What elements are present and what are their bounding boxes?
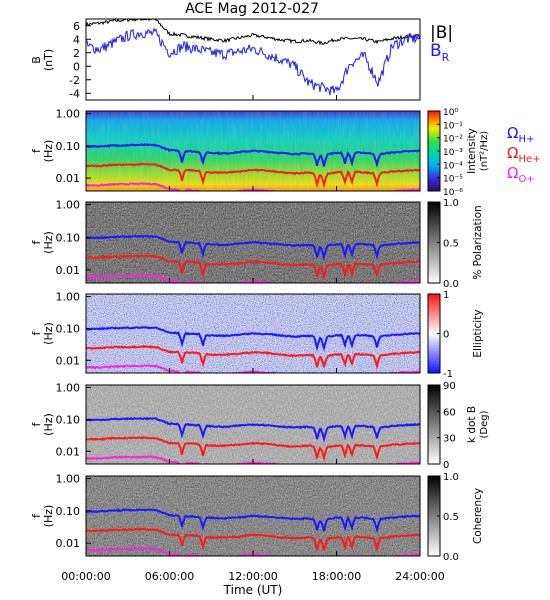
panel-frame [85, 18, 421, 101]
y-axis-label: f [30, 513, 43, 518]
x-tick-label: 06:00:00 [145, 570, 194, 583]
y-axis-label: f [30, 330, 43, 335]
gyrofrequency-line-he [86, 254, 420, 281]
colorbar-tick-label: 0.5 [443, 239, 459, 250]
gyro-label-h: ΩH+ [507, 124, 534, 145]
y-tick-label: 2 [73, 47, 80, 60]
colorbar-label: Ellipticity [472, 309, 484, 357]
y-axis-unit: (Hz) [42, 322, 55, 345]
y-axis-label: f [30, 239, 43, 244]
series-b-total-line [86, 19, 420, 46]
colorbar-tick-label: 10⁰ [443, 108, 458, 118]
colorbar-label: Intensity [466, 128, 478, 174]
gyrofrequency-line-he [86, 344, 420, 371]
y-tick-label: 1.00 [56, 199, 81, 212]
gyrofrequency-line-h [86, 325, 420, 352]
panel-k-dot-b: 1.00 0.10 0.01 f (Hz) 90 60 30 0 k dot B (Deg) [30, 381, 490, 471]
gyro-label-he: ΩHe+ [507, 144, 541, 165]
y-axis-unit: (Hz) [42, 505, 55, 528]
y-tick-label: 6 [73, 20, 80, 33]
y-axis-unit: (nT) [42, 49, 55, 71]
colorbar-tick-label: 0 [443, 330, 449, 341]
gyrofrequency-line-h [86, 143, 420, 169]
y-tick-label: 0.10 [56, 413, 81, 426]
gyrofrequency-line-he [86, 162, 420, 189]
colorbar-tick-label: 1.0 [443, 472, 459, 483]
colorbar-tick-label: 10⁻² [443, 135, 463, 145]
colorbar-tick-label: 10⁻⁶ [443, 188, 463, 198]
y-tick-label: 1.00 [56, 473, 81, 486]
legend-b-r: BR [430, 41, 450, 64]
colorbar-tick-label: 0 [443, 460, 449, 471]
colorbar-tick-label: 1 [443, 290, 449, 301]
colorbar-label: % Polarization [472, 205, 484, 279]
colorbar-unit: (nT²/Hz) [479, 131, 490, 171]
y-tick-label: -4 [69, 87, 80, 100]
colorbar-label: Coherency [472, 488, 484, 544]
y-axis-unit: (Hz) [42, 413, 55, 436]
colorbar [427, 384, 441, 465]
y-tick-label: 1.00 [56, 382, 81, 395]
y-tick-label: -2 [69, 74, 80, 87]
colorbar-tick-label: 0.5 [443, 512, 459, 523]
y-axis-unit: (Hz) [42, 231, 55, 254]
panel-polarization: 1.00 0.10 0.01 f (Hz) 1.0 0.5 0.0 % Polarization [30, 198, 484, 290]
x-tick-label: 00:00:00 [61, 570, 110, 583]
y-tick-label: 0 [73, 60, 80, 73]
colorbar-tick-label: 0.0 [443, 279, 459, 290]
series-b-r-line [86, 27, 420, 96]
colorbar-tick-label: 0.0 [443, 552, 459, 563]
y-tick-label: 4 [73, 33, 80, 46]
x-axis: 00:00:00 06:00:00 12:00:00 18:00:00 24:0… [61, 570, 444, 597]
y-tick-label: 0.01 [56, 264, 81, 277]
y-tick-label: 1.00 [56, 291, 81, 304]
y-tick-label: 0.01 [56, 445, 81, 458]
y-tick-label: 0.10 [56, 322, 81, 335]
y-axis-label: f [30, 421, 43, 426]
panel-coherency: 1.00 0.10 0.01 f (Hz) 1.0 0.5 0.0 Coherency [30, 472, 484, 563]
y-axis-unit: (Hz) [42, 140, 55, 163]
x-tick-label: 24:00:00 [395, 570, 444, 583]
chart-title: ACE Mag 2012-027 [185, 1, 319, 17]
colorbar-tick-label: 10⁻³ [443, 148, 463, 158]
colorbar-label: k dot B [466, 406, 478, 443]
x-tick-label: 18:00:00 [312, 570, 361, 583]
gyro-label-o: ΩO+ [507, 164, 535, 185]
colorbar-tick-label: 90 [443, 381, 456, 392]
y-tick-label: 0.01 [56, 354, 81, 367]
colorbar-tick-label: 10⁻⁵ [443, 175, 463, 185]
colorbar-tick-label: -1 [443, 369, 453, 380]
y-tick-label: 0.10 [56, 140, 81, 153]
colorbar-tick-label: 1.0 [443, 198, 459, 209]
y-tick-label: 0.01 [56, 172, 81, 185]
y-tick-label: 0.10 [56, 505, 81, 518]
gyrofrequency-line-he [86, 527, 420, 553]
x-axis-label: Time (UT) [223, 583, 283, 597]
x-tick-label: 12:00:00 [228, 570, 277, 583]
y-tick-label: 1.00 [56, 108, 81, 121]
gyrofrequency-line-h [86, 416, 420, 443]
gyrofrequency-line-h [86, 508, 420, 534]
colorbar-tick-label: 30 [443, 434, 456, 445]
colorbar-tick-label: 10⁻⁴ [443, 161, 463, 171]
legend-b-total: |B| [430, 23, 453, 43]
panel-intensity: 1.00 0.10 0.01 f (Hz) 10⁰ 10⁻¹ 10⁻² 10⁻³ 10⁻⁴ 10⁻⁵… [30, 108, 541, 198]
y-axis-label: f [30, 148, 43, 153]
y-axis-label: B [30, 56, 43, 64]
colorbar-tick-label: 60 [443, 407, 456, 418]
gyrofrequency-line-he [86, 436, 420, 462]
colorbar-unit: (Deg) [479, 410, 490, 438]
colorbar-tick-label: 10⁻¹ [443, 121, 463, 131]
y-tick-label: 0.01 [56, 537, 81, 550]
y-tick-label: 0.10 [56, 231, 81, 244]
gyrofrequency-line-h [86, 234, 420, 262]
panel-ellipticity: 1.00 0.10 0.01 f (Hz) 1 0 -1 Ellipticity [30, 290, 484, 380]
